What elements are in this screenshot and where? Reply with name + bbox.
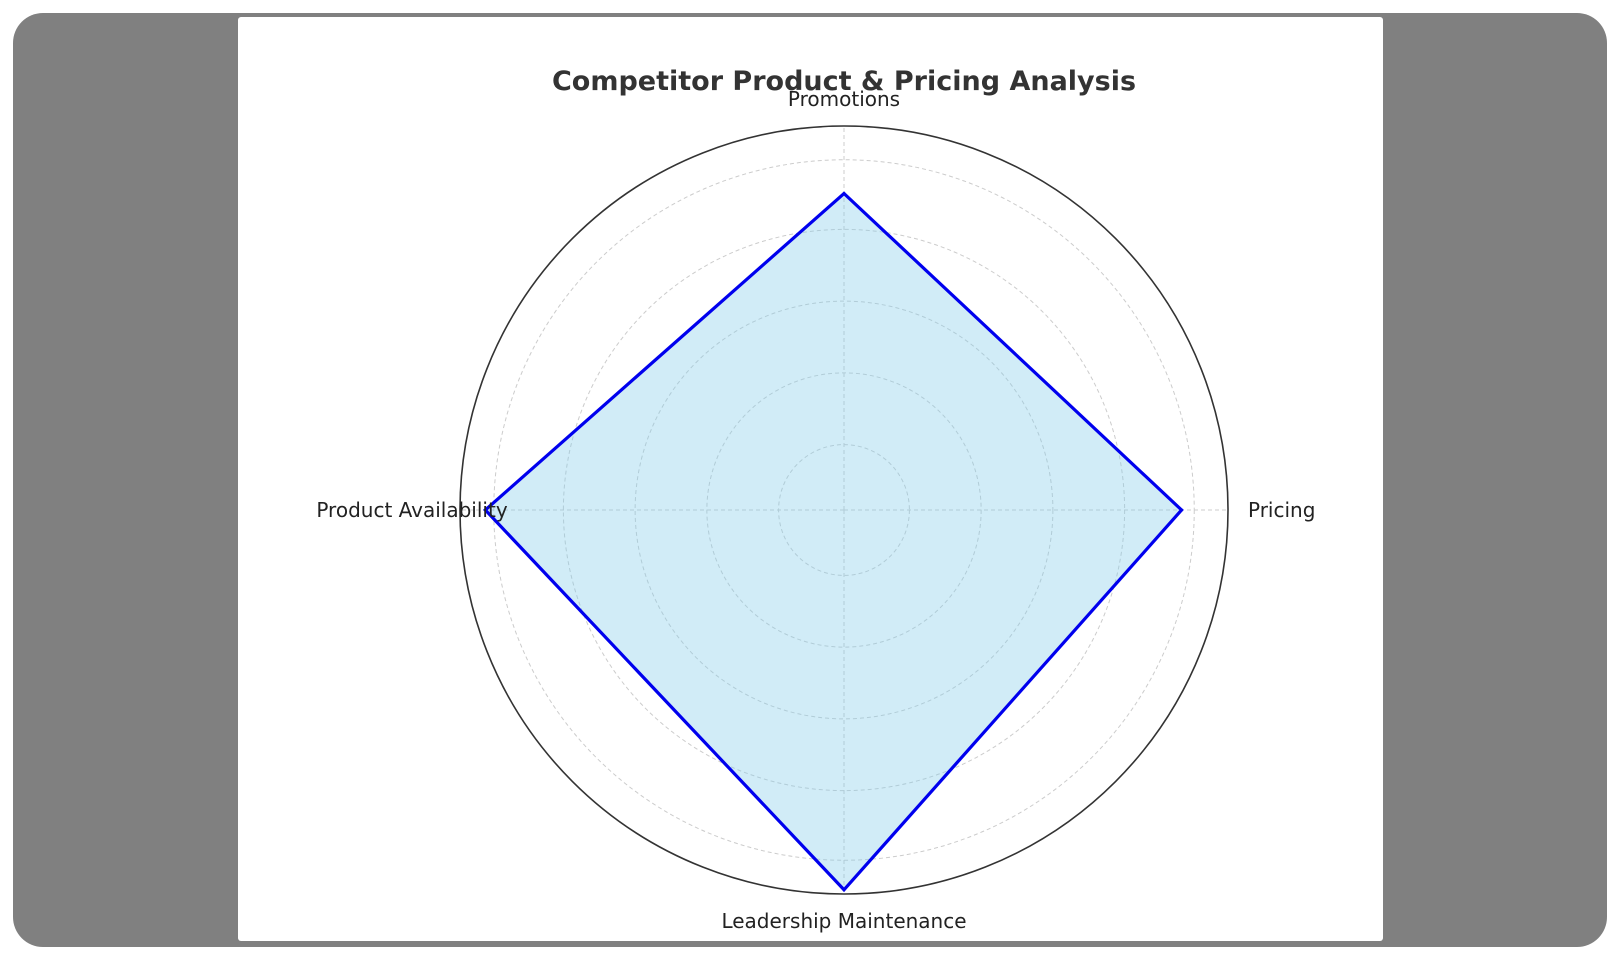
chart-panel — [238, 17, 1383, 941]
grid-ring — [706, 372, 982, 648]
series-layer — [483, 191, 1184, 893]
data-point — [842, 888, 846, 892]
series-polygon — [483, 191, 1184, 893]
grid-layer — [459, 125, 1229, 895]
label-layer: Pricing Promotions Product Availability Lea… — [316, 87, 1315, 933]
axis-label: Promotions — [788, 87, 900, 111]
outer-ring — [459, 125, 1229, 895]
data-point — [1180, 508, 1184, 512]
grid-ring — [634, 300, 1054, 720]
chart-title: Competitor Product & Pricing Analysis — [552, 66, 1136, 97]
axis-label: Pricing — [1248, 498, 1315, 522]
axis-label: Product Availability — [316, 498, 507, 522]
data-point — [842, 192, 846, 196]
axis-label: Leadership Maintenance — [721, 909, 966, 933]
data-point — [483, 508, 487, 512]
